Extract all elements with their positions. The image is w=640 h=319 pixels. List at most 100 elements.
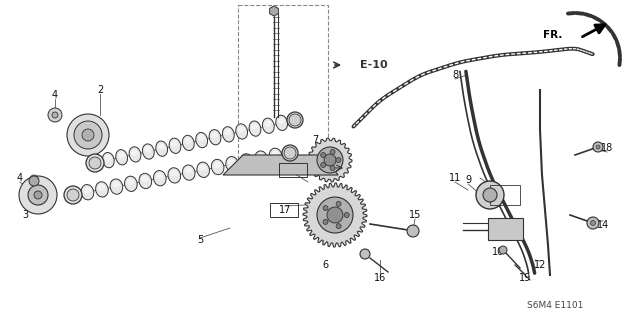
Ellipse shape <box>145 146 151 152</box>
Ellipse shape <box>67 114 109 156</box>
Ellipse shape <box>116 150 127 165</box>
Polygon shape <box>223 155 338 175</box>
Ellipse shape <box>168 168 180 183</box>
Circle shape <box>596 145 600 149</box>
Text: 15: 15 <box>409 210 421 220</box>
Ellipse shape <box>131 149 138 155</box>
Ellipse shape <box>257 153 264 160</box>
Circle shape <box>476 181 504 209</box>
Ellipse shape <box>249 121 261 136</box>
Ellipse shape <box>228 159 236 165</box>
Ellipse shape <box>278 118 285 124</box>
Circle shape <box>323 206 328 211</box>
Circle shape <box>74 121 102 149</box>
Ellipse shape <box>104 155 111 161</box>
Circle shape <box>28 185 48 205</box>
Text: 8: 8 <box>452 70 458 80</box>
Ellipse shape <box>276 115 287 130</box>
Circle shape <box>336 224 341 229</box>
Ellipse shape <box>141 176 148 182</box>
Ellipse shape <box>170 170 178 176</box>
Ellipse shape <box>199 165 207 171</box>
Ellipse shape <box>19 176 57 214</box>
Circle shape <box>52 112 58 118</box>
Bar <box>270 203 298 217</box>
Circle shape <box>593 142 603 152</box>
Text: 14: 14 <box>597 220 609 230</box>
Circle shape <box>324 154 336 166</box>
Ellipse shape <box>171 141 178 147</box>
Text: 7: 7 <box>312 135 318 145</box>
Text: 10: 10 <box>492 247 504 257</box>
Circle shape <box>82 129 94 141</box>
Circle shape <box>29 176 39 186</box>
Ellipse shape <box>139 173 152 189</box>
Text: 17: 17 <box>289 165 301 175</box>
Ellipse shape <box>251 123 258 130</box>
Circle shape <box>86 154 104 172</box>
Ellipse shape <box>184 138 191 144</box>
Text: 19: 19 <box>519 273 531 283</box>
Ellipse shape <box>225 129 231 135</box>
Ellipse shape <box>182 135 194 151</box>
Text: 11: 11 <box>449 173 461 183</box>
Text: S6M4 E1101: S6M4 E1101 <box>527 300 583 309</box>
Circle shape <box>323 219 328 224</box>
Ellipse shape <box>198 135 205 141</box>
Circle shape <box>34 191 42 199</box>
Text: 17: 17 <box>279 205 291 215</box>
Text: 5: 5 <box>197 235 203 245</box>
Text: 3: 3 <box>22 210 28 220</box>
Ellipse shape <box>255 151 268 166</box>
Bar <box>279 163 307 177</box>
Polygon shape <box>303 183 367 247</box>
Circle shape <box>48 108 62 122</box>
Text: 4: 4 <box>17 173 23 183</box>
Ellipse shape <box>154 171 166 186</box>
Ellipse shape <box>98 184 105 190</box>
Ellipse shape <box>196 132 207 148</box>
Ellipse shape <box>118 152 125 158</box>
Ellipse shape <box>262 118 274 133</box>
Circle shape <box>30 175 38 183</box>
Ellipse shape <box>238 126 244 132</box>
Text: 16: 16 <box>374 273 386 283</box>
Ellipse shape <box>264 121 271 127</box>
Ellipse shape <box>81 185 94 200</box>
Text: 4: 4 <box>52 90 58 100</box>
Ellipse shape <box>197 162 209 177</box>
Circle shape <box>317 147 343 173</box>
Circle shape <box>317 197 353 233</box>
Circle shape <box>321 152 326 158</box>
Ellipse shape <box>209 130 221 145</box>
Ellipse shape <box>156 141 168 156</box>
Circle shape <box>67 189 79 201</box>
Text: E-10: E-10 <box>360 60 388 70</box>
Ellipse shape <box>129 147 141 162</box>
Ellipse shape <box>240 154 253 169</box>
Circle shape <box>587 217 599 229</box>
Circle shape <box>89 157 101 169</box>
Circle shape <box>287 112 303 128</box>
Ellipse shape <box>269 148 282 163</box>
Text: 12: 12 <box>534 260 546 270</box>
Circle shape <box>64 186 82 204</box>
Circle shape <box>321 162 326 167</box>
Ellipse shape <box>156 173 163 179</box>
Circle shape <box>360 249 370 259</box>
Ellipse shape <box>243 156 250 162</box>
Ellipse shape <box>112 182 120 188</box>
Circle shape <box>330 150 335 154</box>
Text: 18: 18 <box>601 143 613 153</box>
Circle shape <box>483 188 497 202</box>
Circle shape <box>336 158 341 162</box>
Ellipse shape <box>223 127 234 142</box>
Bar <box>488 218 523 240</box>
Ellipse shape <box>95 182 108 197</box>
Ellipse shape <box>102 152 114 168</box>
Ellipse shape <box>211 160 224 175</box>
Ellipse shape <box>271 151 279 157</box>
Bar <box>490 185 520 205</box>
Bar <box>238 5 328 160</box>
Ellipse shape <box>83 187 91 193</box>
